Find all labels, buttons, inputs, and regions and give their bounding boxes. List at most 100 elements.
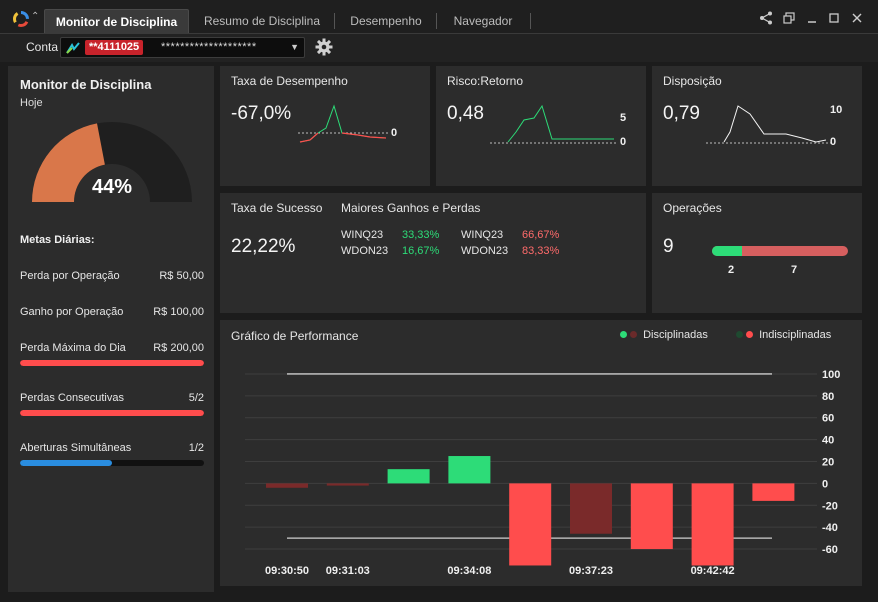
operations-good-fill bbox=[712, 246, 742, 256]
sparkline-top-label: 5 bbox=[620, 112, 627, 124]
sparkline-top-label: 10 bbox=[830, 104, 843, 116]
discipline-gauge bbox=[32, 122, 192, 202]
card-value: 9 bbox=[663, 236, 674, 257]
panel-title: Monitor de Disciplina bbox=[20, 77, 152, 92]
tab-separator bbox=[436, 13, 437, 29]
tab-monitor-disciplina[interactable]: Monitor de Disciplina bbox=[44, 9, 189, 33]
minimize-icon[interactable] bbox=[804, 10, 820, 26]
legend-dot-dark bbox=[630, 331, 637, 338]
maximize-icon[interactable] bbox=[826, 10, 842, 26]
bar bbox=[448, 456, 491, 484]
card-value: 0,79 bbox=[663, 103, 700, 124]
legend-dot-red bbox=[746, 331, 753, 338]
gauge-fill bbox=[32, 123, 105, 202]
tab-resumo-disciplina[interactable]: Resumo de Disciplina bbox=[203, 14, 321, 28]
account-number-badge: **4111025 bbox=[85, 40, 144, 55]
sparkline-series bbox=[507, 104, 614, 143]
legend-label: Disciplinadas bbox=[643, 329, 708, 341]
performance-chart-card: Gráfico de Performance Disciplinadas Ind… bbox=[220, 320, 862, 586]
bar bbox=[326, 483, 369, 486]
card-value: 0,48 bbox=[447, 103, 484, 124]
y-tick-label: 100 bbox=[822, 369, 840, 381]
goal-progress-aberturas-simultaneas bbox=[20, 460, 204, 466]
app-logo-icon bbox=[13, 11, 29, 27]
loss-pct: 66,67% bbox=[522, 229, 560, 241]
y-tick-label: 60 bbox=[822, 413, 834, 425]
card-title: Operações bbox=[663, 201, 722, 215]
tab-navegador[interactable]: Navegador bbox=[453, 14, 513, 28]
card-title: Taxa de Desempenho bbox=[231, 74, 348, 88]
goal-progress-perdas-consecutivas bbox=[20, 410, 204, 416]
goal-label: Aberturas Simultâneas bbox=[20, 442, 132, 454]
card-title: Disposição bbox=[663, 74, 722, 88]
sparkline-ref-label: 0 bbox=[830, 136, 837, 148]
y-tick-label: 0 bbox=[822, 478, 828, 490]
performance-chart: 100 80 60 40 20 0 -20 -40 -60 09:30:50 09:31:03 09:… bbox=[245, 369, 840, 577]
title-bar: ⌃ Monitor de Disciplina Resumo de Discip… bbox=[0, 0, 878, 34]
goal-value: R$ 100,00 bbox=[153, 306, 204, 318]
y-tick-label: 20 bbox=[822, 457, 834, 469]
tab-separator bbox=[530, 13, 531, 29]
discipline-summary-panel: Monitor de Disciplina Hoje 44% Metas Diá… bbox=[8, 66, 214, 592]
y-tick-label: -20 bbox=[822, 500, 838, 512]
x-tick-label: 09:34:08 bbox=[447, 565, 491, 577]
bar bbox=[387, 469, 430, 484]
account-masked-text: ******************** bbox=[161, 41, 257, 53]
loss-asset: WDON23 bbox=[461, 245, 509, 257]
chart-title: Gráfico de Performance bbox=[231, 329, 359, 343]
sparkline-series-red bbox=[341, 132, 387, 139]
gain-pct: 33,33% bbox=[402, 229, 440, 241]
bar bbox=[509, 483, 552, 566]
card-title: Taxa de Sucesso bbox=[231, 201, 323, 215]
collapse-up-icon[interactable]: ⌃ bbox=[31, 11, 40, 22]
goal-value: 5/2 bbox=[188, 392, 204, 404]
gauge-value: 44% bbox=[91, 176, 133, 198]
card-value: 22,22% bbox=[231, 236, 296, 257]
card-disposicao: Disposição 0,79 10 0 bbox=[652, 66, 862, 186]
card-taxa-desempenho: Taxa de Desempenho -67,0% 0 bbox=[220, 66, 430, 186]
daily-goals-title: Metas Diárias: bbox=[20, 234, 95, 246]
legend-indisciplinadas: Indisciplinadas bbox=[736, 329, 831, 341]
gear-icon[interactable] bbox=[315, 38, 333, 56]
x-tick-label: 09:37:23 bbox=[569, 565, 613, 577]
goal-value: 1/2 bbox=[188, 442, 204, 454]
share-icon[interactable] bbox=[758, 10, 774, 26]
maiores-title: Maiores Ganhos e Perdas bbox=[341, 201, 481, 215]
card-value: -67,0% bbox=[231, 103, 292, 124]
goal-value: R$ 200,00 bbox=[153, 342, 204, 354]
progress-fill bbox=[20, 360, 204, 366]
goal-label: Perda Máxima do Dia bbox=[20, 342, 126, 354]
account-bar: Conta **4111025 ******************** ▼ bbox=[0, 34, 878, 62]
legend-dot-dark-green bbox=[736, 331, 743, 338]
card-operacoes: Operações 9 2 7 bbox=[652, 193, 862, 313]
tab-desempenho[interactable]: Desempenho bbox=[350, 14, 422, 28]
bar bbox=[630, 483, 673, 550]
operations-good-count: 2 bbox=[728, 264, 735, 276]
legend-disciplinadas: Disciplinadas bbox=[620, 329, 708, 341]
loss-pct: 83,33% bbox=[522, 245, 560, 257]
gain-asset: WDON23 bbox=[341, 245, 389, 257]
bar bbox=[266, 483, 308, 488]
account-select[interactable]: **4111025 ******************** ▼ bbox=[60, 37, 305, 58]
bar bbox=[691, 483, 734, 566]
y-tick-label: -40 bbox=[822, 522, 838, 534]
sparkline-ref-label: 0 bbox=[391, 127, 398, 139]
gain-pct: 16,67% bbox=[402, 245, 440, 257]
restore-icon[interactable] bbox=[781, 10, 797, 26]
progress-fill bbox=[20, 410, 204, 416]
legend-dot-green bbox=[620, 331, 627, 338]
goal-label: Ganho por Operação bbox=[20, 306, 124, 318]
goal-label: Perdas Consecutivas bbox=[20, 392, 124, 404]
sparkline-risco-retorno bbox=[490, 104, 618, 144]
goal-value: R$ 50,00 bbox=[159, 270, 204, 282]
close-icon[interactable] bbox=[849, 10, 865, 26]
bar bbox=[570, 483, 612, 534]
x-tick-label: 09:42:42 bbox=[691, 565, 735, 577]
card-risco-retorno: Risco:Retorno 0,48 5 0 bbox=[436, 66, 646, 186]
card-title: Risco:Retorno bbox=[447, 74, 524, 88]
goal-progress-perda-maxima bbox=[20, 360, 204, 366]
x-tick-label: 09:31:03 bbox=[326, 565, 370, 577]
sparkline-series bbox=[723, 105, 827, 143]
bar bbox=[752, 483, 795, 501]
y-tick-label: -60 bbox=[822, 544, 838, 556]
